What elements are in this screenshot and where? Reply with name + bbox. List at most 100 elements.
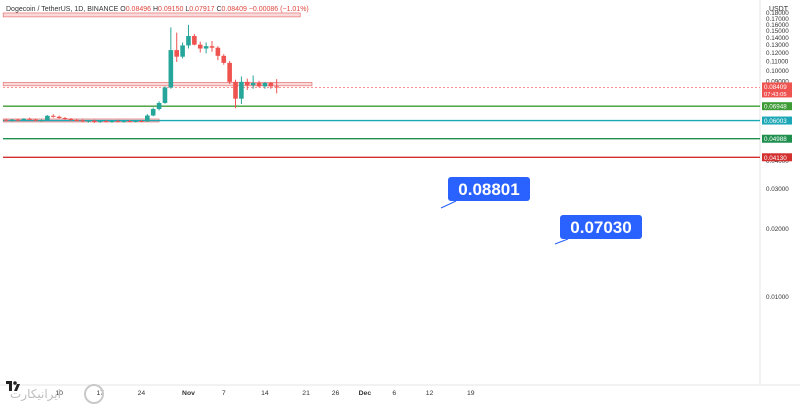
y-tick-label-6: 0.12000 bbox=[766, 50, 789, 57]
candle-body-22 bbox=[133, 120, 138, 122]
candle-body-9 bbox=[56, 116, 62, 119]
tradingview-logo bbox=[6, 378, 20, 396]
level-tag-0: 0.06948 bbox=[764, 104, 787, 111]
candle-body-36 bbox=[215, 47, 221, 56]
candle-body-18 bbox=[109, 121, 115, 123]
high-value: 0.09150 bbox=[158, 6, 184, 13]
candle-body-43 bbox=[256, 82, 262, 87]
x-tick-label-9: 6 bbox=[392, 390, 396, 397]
ohlc-header: Dogecoin / TetherUS, 1D, BINANCE O0.0849… bbox=[6, 6, 309, 13]
y-tick-label-0: 0.18000 bbox=[766, 10, 789, 17]
candle-body-16 bbox=[97, 121, 103, 123]
y-tick-label-7: 0.11000 bbox=[766, 59, 789, 66]
candle-body-3 bbox=[21, 118, 27, 121]
callout-box-1 bbox=[560, 215, 642, 239]
low-value: 0.07917 bbox=[189, 6, 215, 13]
x-tick-label-11: 19 bbox=[467, 390, 475, 397]
symbol-title: Dogecoin / TetherUS, 1D, BINANCE bbox=[6, 6, 119, 13]
watermark-ring bbox=[84, 384, 104, 404]
callout-label-0: 0.08801 bbox=[458, 180, 519, 199]
candle-body-45 bbox=[268, 82, 274, 87]
watermark: ایرانیکارت bbox=[6, 382, 106, 410]
tradingview-logo-icon bbox=[6, 381, 20, 391]
y-tick-label-17: 0.01000 bbox=[766, 294, 789, 301]
open-label: O bbox=[120, 6, 126, 13]
candle-body-4 bbox=[27, 118, 33, 120]
candle-body-13 bbox=[80, 120, 85, 122]
x-tick-label-6: 21 bbox=[302, 390, 310, 397]
candle-body-44 bbox=[262, 82, 268, 87]
y-tick-label-4: 0.14000 bbox=[766, 35, 789, 42]
level-tag-2: 0.04988 bbox=[764, 136, 787, 143]
level-tag-bg-0 bbox=[762, 102, 792, 111]
close-label: C bbox=[216, 6, 222, 13]
candle-body-25 bbox=[150, 109, 156, 116]
candle-body-15 bbox=[92, 120, 97, 122]
candle-body-37 bbox=[221, 55, 227, 63]
candle-body-0 bbox=[3, 119, 9, 121]
candle-body-1 bbox=[9, 119, 15, 121]
x-tick-label-5: 14 bbox=[261, 390, 269, 397]
candle-body-42 bbox=[250, 82, 256, 86]
candle-body-32 bbox=[192, 35, 197, 45]
y-tick-label-16: 0.02000 bbox=[766, 226, 789, 233]
candle-body-31 bbox=[186, 35, 191, 46]
candle-body-23 bbox=[139, 120, 144, 122]
x-tick-label-2: 24 bbox=[138, 390, 146, 397]
y-tick-label-9: 0.09000 bbox=[766, 78, 789, 85]
candle-body-30 bbox=[180, 45, 185, 57]
candle-body-8 bbox=[50, 115, 56, 117]
level-tag-bg-2 bbox=[762, 134, 792, 143]
candle-body-38 bbox=[227, 62, 232, 82]
x-tick-label-4: 7 bbox=[222, 390, 226, 397]
level-tag-bg-1 bbox=[762, 116, 792, 125]
x-tick-label-8: Dec bbox=[359, 390, 372, 397]
low-label: L bbox=[185, 6, 190, 13]
high-label: H bbox=[152, 6, 159, 13]
x-tick-label-0: 10 bbox=[55, 390, 63, 397]
countdown-tag: 07:43:05 bbox=[764, 92, 787, 98]
x-tick-label-3: Nov bbox=[182, 390, 195, 397]
zone-0 bbox=[2, 12, 301, 18]
candle-body-26 bbox=[156, 102, 162, 110]
open-value: 0.08496 bbox=[125, 6, 152, 13]
level-tag-bg-3 bbox=[762, 153, 792, 162]
candle-body-39 bbox=[233, 81, 238, 99]
candle-body-35 bbox=[209, 46, 215, 48]
last-price-tag-bg bbox=[762, 82, 792, 98]
candle-body-20 bbox=[121, 121, 127, 123]
watermark-text: ایرانیکارت bbox=[10, 387, 61, 402]
candle-body-46 bbox=[274, 86, 279, 88]
y-tick-label-8: 0.10000 bbox=[766, 68, 789, 75]
y-tick-label-5: 0.13000 bbox=[766, 42, 789, 49]
callout-box-0 bbox=[448, 177, 530, 201]
watermark-logo: ایرانیکارت bbox=[10, 384, 104, 404]
y-tick-label-15: 0.03000 bbox=[766, 186, 789, 193]
zone-1 bbox=[2, 82, 313, 87]
close-value: 0.08409 bbox=[221, 6, 247, 13]
y-tick-label-2: 0.16000 bbox=[766, 22, 789, 29]
candle-body-10 bbox=[62, 118, 68, 120]
level-tag-3: 0.04130 bbox=[764, 155, 787, 162]
candle-body-29 bbox=[174, 50, 180, 57]
x-tick-label-1: 17 bbox=[96, 390, 104, 397]
candle-body-2 bbox=[15, 119, 21, 121]
candle-body-24 bbox=[145, 115, 150, 122]
last-price-tag: 0.08409 bbox=[764, 84, 787, 91]
candle-body-40 bbox=[239, 81, 244, 99]
candle-body-12 bbox=[74, 119, 80, 121]
y-tick-label-14: 0.04000 bbox=[766, 158, 789, 165]
candle-body-34 bbox=[203, 46, 209, 49]
y-tick-label-1: 0.17000 bbox=[766, 16, 789, 23]
candle-body-14 bbox=[86, 120, 91, 122]
candle-body-6 bbox=[39, 120, 44, 122]
level-tag-1: 0.06003 bbox=[764, 118, 787, 125]
callout-pointer-0 bbox=[440, 200, 457, 209]
candle-body-5 bbox=[33, 119, 38, 121]
candle-body-21 bbox=[127, 121, 132, 123]
x-tick-label-7: 26 bbox=[332, 390, 340, 397]
change-value: −0.00086 (−1.01%) bbox=[248, 6, 309, 13]
callout-label-1: 0.07030 bbox=[570, 218, 631, 237]
